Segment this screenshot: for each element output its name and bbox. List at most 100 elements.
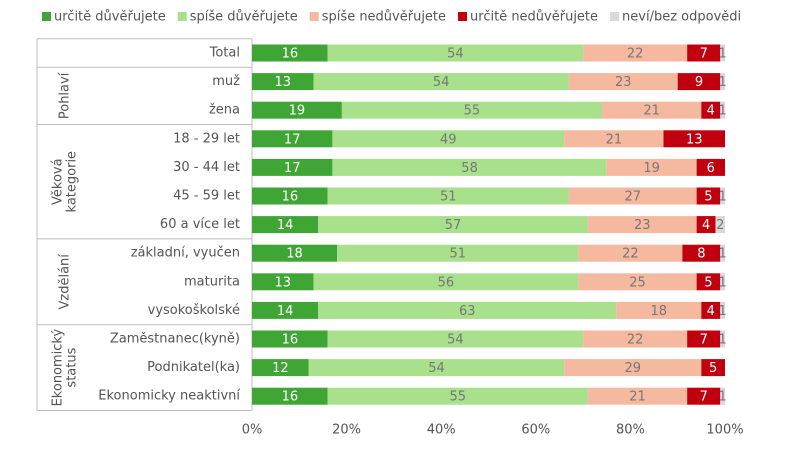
x-tick-label: 60% — [521, 423, 550, 438]
bar — [327, 187, 569, 205]
bar — [327, 330, 584, 348]
data-label: 56 — [438, 275, 455, 290]
bar — [687, 387, 721, 405]
bar — [313, 273, 579, 291]
bar — [252, 359, 309, 377]
data-label: 1 — [718, 75, 726, 90]
bar — [587, 387, 688, 405]
group-label: kategorie — [65, 151, 80, 213]
y-tick-label: základní, vyučen — [131, 246, 240, 261]
x-tick-label: 80% — [616, 423, 645, 438]
bar — [663, 130, 725, 148]
bar — [720, 187, 725, 205]
data-label: 1 — [718, 275, 726, 290]
group-label: status — [65, 347, 80, 387]
y-tick-label: maturita — [184, 274, 240, 289]
data-label: 5 — [704, 275, 712, 290]
data-label: 19 — [289, 104, 306, 119]
bar — [568, 187, 697, 205]
data-label: 27 — [624, 190, 641, 205]
bar — [252, 244, 338, 262]
data-label: 21 — [629, 390, 646, 405]
bar — [327, 44, 584, 62]
bar — [720, 273, 725, 291]
bar — [337, 244, 579, 262]
data-label: 57 — [445, 218, 462, 233]
group-label: Ekonomický — [51, 328, 66, 406]
data-label: 29 — [624, 361, 641, 376]
bar — [616, 301, 702, 319]
data-label: 13 — [274, 275, 291, 290]
data-label: 16 — [282, 390, 299, 405]
data-label: 54 — [447, 333, 464, 348]
x-tick-label: 40% — [427, 423, 456, 438]
y-tick-label: 18 - 29 let — [173, 131, 240, 146]
data-label: 12 — [272, 361, 289, 376]
bar — [720, 101, 725, 119]
bar — [252, 301, 319, 319]
legend-swatch — [42, 12, 51, 21]
bar — [252, 158, 333, 176]
data-label: 18 — [286, 247, 303, 262]
legend-label: spíše důvěřujete — [190, 10, 298, 25]
bar — [332, 130, 565, 148]
bar — [602, 101, 702, 119]
data-label: 14 — [277, 304, 294, 319]
x-tick-label: 0% — [242, 423, 263, 438]
bar — [701, 301, 721, 319]
data-label: 17 — [284, 132, 301, 147]
y-tick-label: 60 a více let — [160, 217, 240, 232]
y-tick-label: Ekonomicky neaktivní — [98, 389, 240, 404]
bar — [564, 130, 664, 148]
y-tick-label: žena — [209, 103, 240, 118]
y-tick-label: 45 - 59 let — [173, 189, 240, 204]
bar — [606, 158, 697, 176]
x-tick-label: 100% — [706, 423, 743, 438]
bar — [252, 101, 342, 119]
data-label: 16 — [282, 190, 299, 205]
data-label: 13 — [686, 132, 703, 147]
data-label: 5 — [704, 190, 712, 205]
bar — [252, 273, 314, 291]
bar — [318, 216, 588, 234]
data-label: 18 — [651, 304, 668, 319]
data-label: 16 — [282, 333, 299, 348]
data-label: 2 — [716, 218, 724, 233]
bar — [308, 359, 565, 377]
legend-label: neví/bez odpovědi — [622, 10, 741, 25]
bar — [696, 158, 725, 176]
data-label: 1 — [718, 47, 726, 62]
data-label: 19 — [643, 161, 660, 176]
bar — [313, 73, 569, 91]
group-label: Vzdělání — [58, 254, 73, 310]
legend-label: spíše nedůvěřujete — [322, 10, 446, 25]
data-label: 13 — [274, 75, 291, 90]
bar — [687, 330, 721, 348]
data-label: 54 — [447, 47, 464, 62]
bar — [720, 301, 725, 319]
data-label: 1 — [718, 333, 726, 348]
bar — [701, 359, 725, 377]
data-label: 17 — [284, 161, 301, 176]
data-label: 4 — [702, 218, 710, 233]
bar — [252, 44, 328, 62]
bar — [252, 130, 333, 148]
data-label: 21 — [643, 104, 660, 119]
bar — [341, 101, 603, 119]
bar — [696, 216, 716, 234]
bar — [252, 387, 328, 405]
data-label: 54 — [433, 75, 450, 90]
bar — [578, 244, 683, 262]
bar — [720, 387, 725, 405]
y-tick-label: Zaměstnanec(kyně) — [110, 332, 240, 347]
legend-label: určitě důvěřujete — [54, 10, 166, 25]
bar — [720, 330, 725, 348]
data-label: 1 — [718, 104, 726, 119]
bar — [687, 44, 721, 62]
data-label: 4 — [707, 104, 715, 119]
y-tick-label: 30 - 44 let — [173, 160, 240, 175]
bar — [696, 187, 721, 205]
legend-label: určitě nedůvěřujete — [470, 10, 598, 25]
y-tick-label: Podnikatel(ka) — [147, 360, 240, 375]
